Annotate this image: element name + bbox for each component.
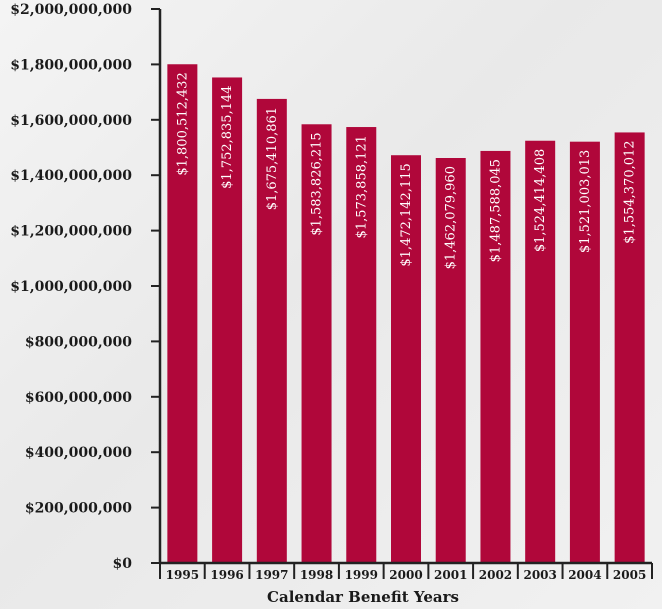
y-tick-label: $1,800,000,000 [10, 57, 132, 73]
x-axis-title: Calendar Benefit Years [267, 588, 459, 606]
bar-value-label: $1,752,835,144 [220, 85, 235, 188]
bar [525, 140, 556, 563]
y-tick-label: $0 [113, 556, 133, 572]
x-tick-label: 1995 [166, 568, 199, 582]
bar [256, 98, 287, 563]
x-tick-label: 1996 [210, 568, 243, 582]
x-axis: 1995 1996 1997 1998 1999 2000 2001 2002 2003 2004… [159, 561, 653, 582]
y-tick-label: $1,200,000,000 [10, 224, 132, 240]
x-tick-label: 2002 [479, 568, 512, 582]
bar-value-label: $1,800,512,432 [175, 72, 190, 175]
y-tick-label: $800,000,000 [25, 334, 132, 350]
bar [569, 141, 600, 563]
y-tick-label: $2,000,000,000 [10, 2, 132, 18]
bar-value-label: $1,521,003,013 [578, 150, 593, 253]
x-tick-label: 2000 [389, 568, 422, 582]
bar [391, 155, 421, 564]
bar [167, 64, 198, 563]
y-axis: $0 $200,000,000 $400,000,000 $600,000,000 $8… [10, 2, 162, 572]
y-tick-label: $200,000,000 [25, 501, 132, 517]
y-tick-label: $1,400,000,000 [10, 168, 132, 184]
x-tick-label: 1997 [255, 568, 288, 582]
y-tick-label: $1,000,000,000 [10, 279, 132, 295]
bar-value-label: $1,554,370,012 [623, 140, 638, 243]
bar-value-label: $1,462,079,960 [444, 166, 459, 269]
x-tick-label: 2003 [523, 568, 556, 582]
bar [346, 127, 377, 564]
x-tick-label: 1999 [345, 568, 378, 582]
y-tick-label: $400,000,000 [25, 445, 132, 461]
bar-value-label: $1,524,414,408 [533, 149, 548, 252]
y-tick-label: $1,600,000,000 [10, 113, 132, 129]
bar [480, 150, 511, 563]
y-tick-label: $600,000,000 [25, 390, 132, 406]
x-tick-label: 2001 [434, 568, 467, 582]
x-tick-label: 2004 [568, 568, 601, 582]
x-tick-label: 2005 [613, 568, 646, 582]
bar [614, 132, 645, 563]
bar [435, 158, 466, 563]
bar-value-label: $1,583,826,215 [310, 132, 325, 235]
bar-value-label: $1,675,410,861 [265, 107, 280, 210]
bar-value-label: $1,472,142,115 [399, 163, 414, 266]
bar-value-label: $1,487,588,045 [488, 159, 503, 262]
bar [212, 77, 243, 564]
x-tick-label: 1998 [300, 568, 333, 582]
bar [301, 124, 332, 563]
bars-group: $1,800,512,432 $1,752,835,144 $1,675,410,8… [167, 64, 645, 564]
bar-value-label: $1,573,858,121 [354, 135, 369, 238]
